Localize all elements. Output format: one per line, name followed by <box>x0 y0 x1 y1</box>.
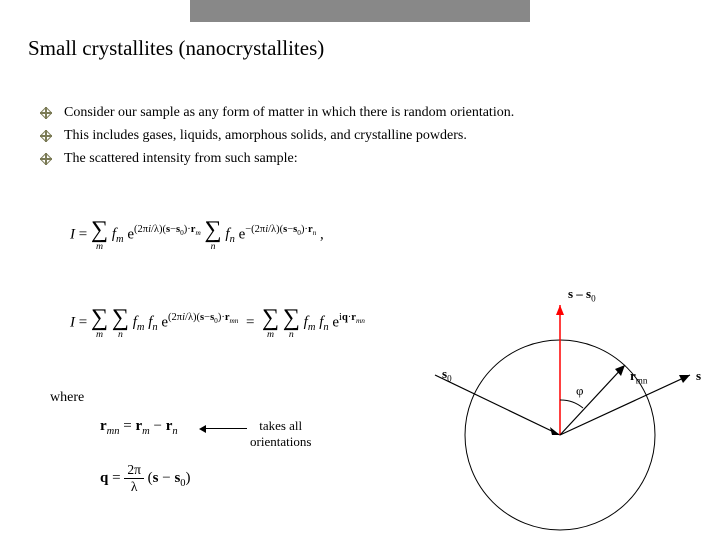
scattering-diagram: s – s0 s0 φ rmn s <box>400 280 710 540</box>
label-s-minus-s0: s – s0 <box>568 286 596 304</box>
bullet-text: Consider our sample as any form of matte… <box>64 104 514 123</box>
label-phi: φ <box>576 383 584 399</box>
arrow-left-icon <box>205 428 247 429</box>
equation-1: I = ∑m fm e(2πi/λ)(s−s0)·rm ∑n fn e−(2πi… <box>70 218 324 252</box>
label-s-text: s <box>696 368 701 383</box>
label-s: s <box>696 368 701 384</box>
bullet-icon <box>40 150 64 170</box>
top-bar <box>190 0 530 22</box>
bullet-icon <box>40 127 64 147</box>
label-s0: s0 <box>442 366 452 384</box>
equation-2: I = ∑m ∑n fm fn e(2πi/λ)(s−s0)·rmn = ∑m … <box>70 306 365 340</box>
list-item: This includes gases, liquids, amorphous … <box>40 127 660 147</box>
bullet-list: Consider our sample as any form of matte… <box>40 104 660 173</box>
label-rmn-sub: mn <box>636 376 648 386</box>
takes-all-line1: takes all <box>259 418 302 433</box>
label-rmn: rmn <box>630 368 647 386</box>
bullet-icon <box>40 104 64 124</box>
label-s-minus-s0-sub: 0 <box>591 294 596 304</box>
list-item: The scattered intensity from such sample… <box>40 150 660 170</box>
page-title: Small crystallites (nanocrystallites) <box>28 36 324 61</box>
where-label: where <box>50 390 84 406</box>
label-s-minus-s0-text: s – s <box>568 286 591 301</box>
bullet-text: This includes gases, liquids, amorphous … <box>64 127 467 146</box>
bullet-text: The scattered intensity from such sample… <box>64 150 298 169</box>
equation-q: q = 2πλ (s − s0) <box>100 462 191 495</box>
list-item: Consider our sample as any form of matte… <box>40 104 660 124</box>
takes-all-line2: orientations <box>250 434 311 449</box>
equation-rmn: rmn = rm − rn <box>100 418 178 437</box>
takes-all-label: takes all orientations <box>250 418 311 449</box>
label-s0-sub: 0 <box>447 374 452 384</box>
